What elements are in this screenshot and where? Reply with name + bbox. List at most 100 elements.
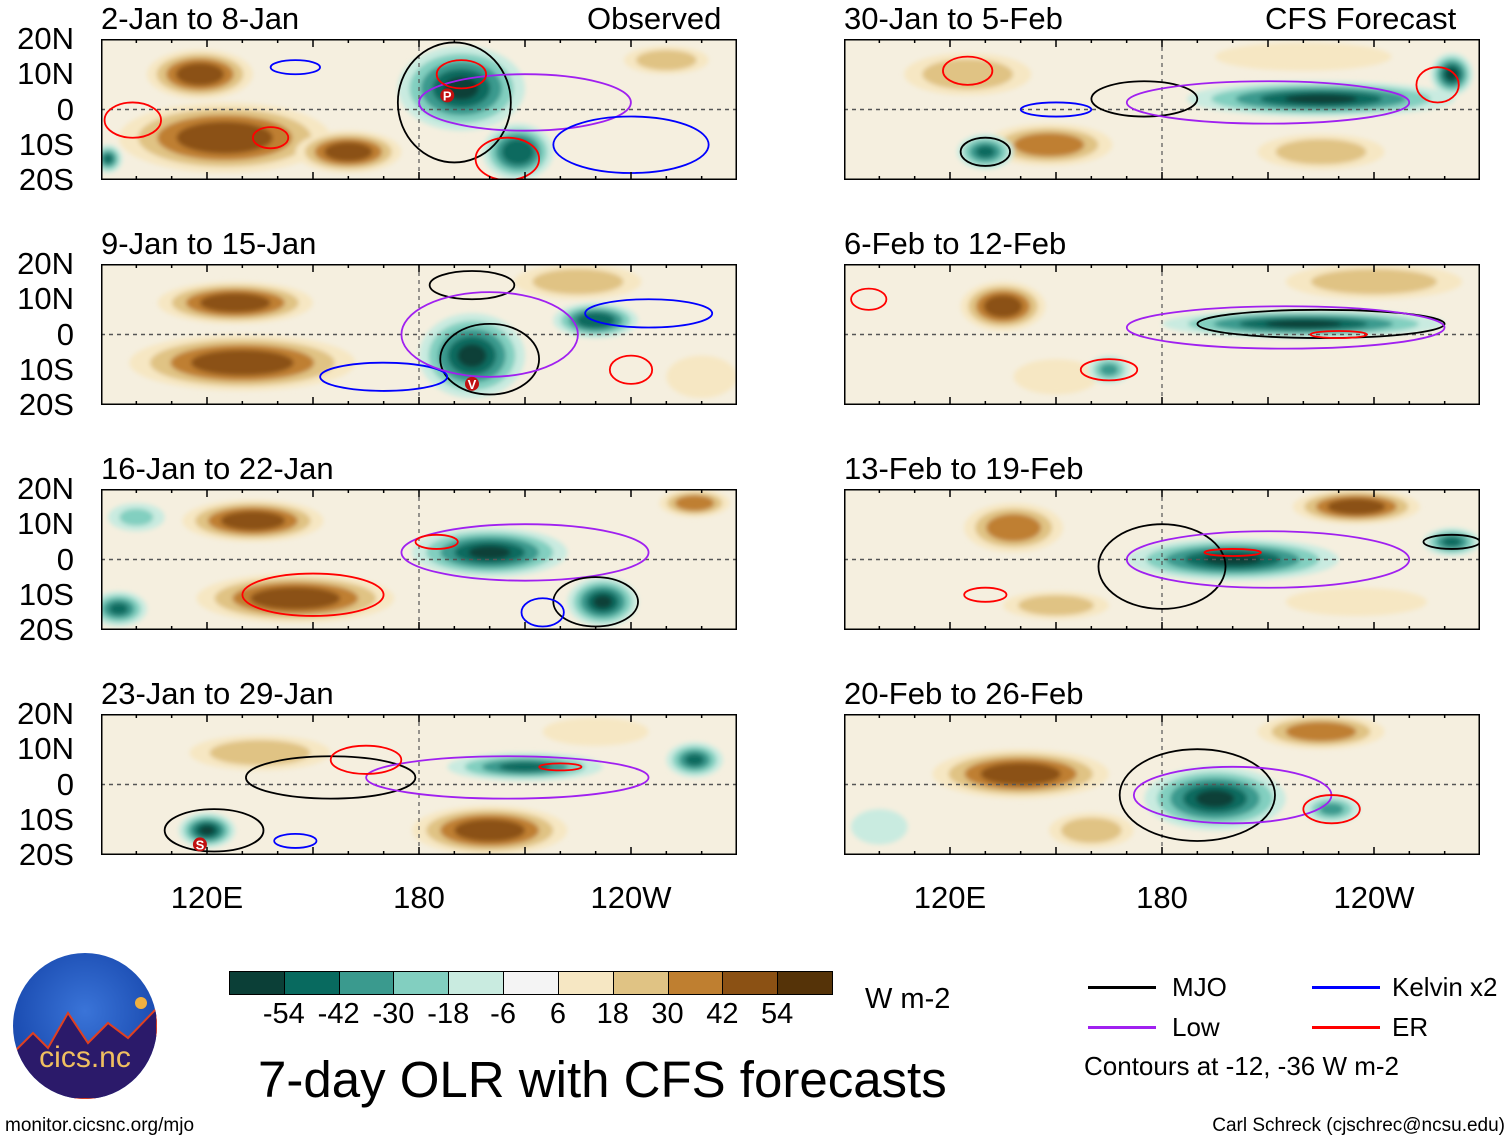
x-tick-label: 120W [590,880,672,915]
olr-anomaly-blob [468,545,511,560]
contour-er [329,744,403,775]
legend-low-label: Low [1172,1012,1220,1042]
cicsnc-logo: cics.nc [13,953,157,1099]
colorbar-label: -54 [262,998,305,1030]
olr-map-panel: P [101,39,737,180]
contour-kelvin [520,597,565,628]
contour-low [365,755,650,800]
contour-kelvin [319,361,449,392]
y-tick-label: 0 [56,316,74,352]
olr-anomaly-blob [268,591,323,606]
contour-low [1125,80,1411,125]
contour-mjo [1118,748,1276,842]
contour-er [414,533,459,550]
colorbar-swatch [612,971,669,995]
colorbar-swatch [777,971,833,995]
y-tick-label: 20N [17,696,74,731]
olr-anomaly-blob [185,67,215,81]
olr-map-panel [101,489,737,630]
y-tick-label: 0 [56,541,74,577]
olr-anomaly-blob [1284,94,1358,104]
legend-er-label: ER [1392,1012,1429,1042]
olr-anomaly-blob [1195,789,1235,808]
contour-er [474,136,540,180]
y-tick-label: 20S [18,612,74,647]
colorbar-label: -42 [317,998,360,1030]
colorbar-label: -6 [490,998,516,1030]
olr-anomaly-blob [1033,599,1079,612]
storm-marker-label: P [443,88,452,103]
x-tick-label: 180 [393,880,445,915]
olr-anomaly-blob [1336,274,1412,290]
legend-contour-note: Contours at -12, -36 W m-2 [1084,1051,1399,1081]
panel-title: 30-Jan to 5-Feb [844,1,1063,36]
contour-mjo [1097,523,1227,610]
olr-anomaly-blob [211,354,274,371]
contour-kelvin [584,298,714,329]
contour-mjo [439,322,540,396]
contour-er [252,126,290,150]
panel-title: 6-Feb to 12-Feb [844,226,1067,261]
x-tick-label: 120E [170,880,244,915]
olr-anomaly-blob [508,144,528,160]
olr-anomaly-blob [457,344,487,368]
contour-er [241,572,385,617]
colorbar-label: -30 [372,998,415,1030]
contour-er [942,55,994,86]
contour-kelvin [1019,101,1093,118]
olr-anomaly-blob [1250,48,1357,66]
olr-anomaly-blob [333,146,363,158]
colorbar-swatch [229,971,285,995]
colorbar-swatch [557,971,614,995]
storm-marker [440,88,455,103]
olr-anomaly-blob [563,723,628,741]
contour-low [418,73,632,132]
olr-anomaly-blob [1203,553,1262,566]
colorbar-swatch [448,971,505,995]
x-tick-label: 180 [1136,880,1188,915]
olr-anomaly-blob [1293,144,1349,160]
olr-anomaly-blob [991,299,1015,314]
olr-anomaly-blob [214,296,257,309]
legend-er-line [1312,1026,1380,1029]
olr-anomaly-blob [199,825,215,836]
y-tick-label: 20S [18,387,74,422]
y-tick-label: 10N [17,731,74,767]
contour-er [1309,330,1368,339]
olr-anomaly-blob [1319,803,1344,816]
y-tick-label: 20S [18,837,74,872]
olr-anomaly-blob [685,753,705,766]
colorbar-swatch [722,971,779,995]
footer-url[interactable]: monitor.cicsnc.org/mjo [5,1115,195,1136]
forecast-label: CFS Forecast [1265,1,1457,36]
y-tick-label: 10N [17,506,74,542]
contour-mjo [163,808,265,853]
y-tick-label: 20N [17,246,74,281]
x-tick-label: 120W [1333,880,1415,915]
olr-anomaly-blob [109,602,129,615]
colorbar-label: 42 [706,998,739,1030]
olr-anomaly-blob [499,762,551,772]
olr-map-panel [844,489,1480,630]
colorbar-label: 18 [596,998,629,1030]
y-tick-label: 20S [18,162,74,197]
contour-low [400,523,650,582]
contour-mjo [428,270,516,301]
panel-title: 13-Feb to 19-Feb [844,451,1084,486]
olr-anomaly-blob [1264,320,1342,328]
colorbar-swatch [393,971,450,995]
y-tick-label: 10S [18,801,74,837]
olr-anomaly-blob [229,745,291,761]
olr-anomaly-blob [940,65,995,84]
logo-mountains-icon [13,997,157,1099]
panel-title: 2-Jan to 8-Jan [101,1,300,36]
olr-anomaly-blob [680,364,723,390]
storm-marker-label: S [196,837,205,852]
y-tick-label: 10S [18,576,74,612]
y-tick-label: 0 [56,91,74,127]
olr-anomaly-blob [1445,68,1458,81]
olr-anomaly-blob [468,823,511,838]
olr-map-panel [844,39,1480,180]
y-tick-label: 10S [18,351,74,387]
contour-er [103,101,162,139]
